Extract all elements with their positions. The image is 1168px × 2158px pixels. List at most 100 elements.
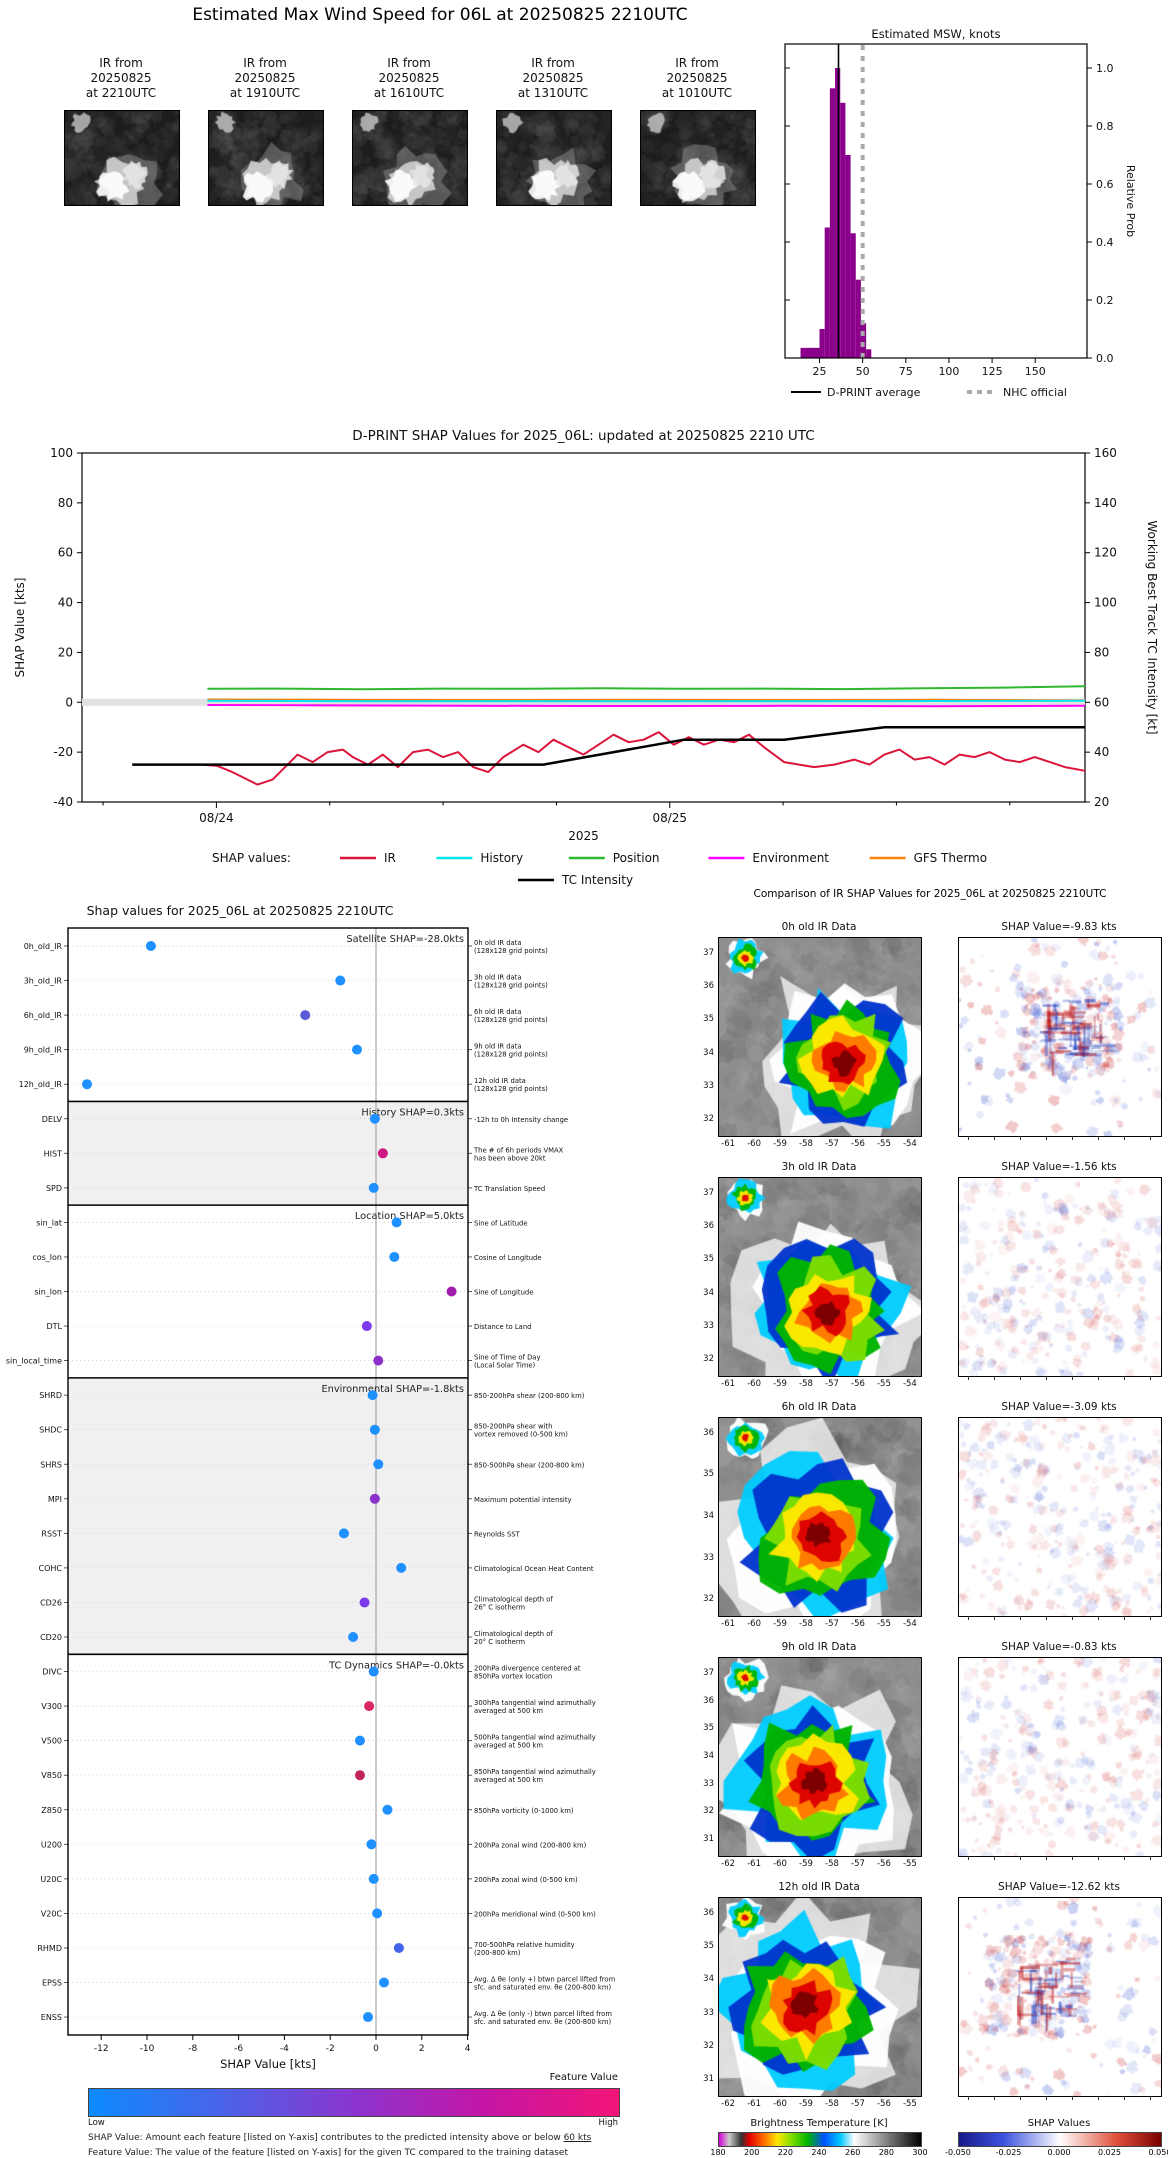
histogram-bar	[861, 323, 866, 358]
scatter-title: Shap values for 2025_06L at 20250825 221…	[87, 903, 394, 918]
shap-map-tick	[994, 1136, 995, 1140]
shap-map-tick	[1124, 1616, 1125, 1620]
y-tick-label-right: 120	[1094, 546, 1117, 560]
ir-map-xtick: -58	[819, 2099, 845, 2109]
feature-description: 9h old IR data	[474, 1043, 522, 1051]
comparison-title: Comparison of IR SHAP Values for 2025_06…	[700, 888, 1160, 900]
legend-label-dprint: D-PRINT average	[827, 386, 921, 399]
feature-name-label: sin_local_time	[6, 1357, 62, 1366]
feature-description: (128x128 grid points)	[474, 947, 548, 955]
feature-description: 200hPa zonal wind (0-500 km)	[474, 1876, 578, 1884]
ir-map-ytick: 32	[694, 1806, 714, 1816]
y-tick-label-right: 160	[1094, 446, 1117, 460]
feature-name-label: DIVC	[42, 1668, 62, 1677]
x-tick-label: 150	[1025, 365, 1046, 378]
ir-data-map	[718, 1897, 922, 2097]
shap-map-tick	[1020, 1376, 1021, 1380]
ir-thumbnail-image	[496, 110, 612, 206]
histogram-bar	[820, 329, 825, 358]
group-band	[68, 1378, 468, 1654]
legend-label-nhc: NHC official	[1003, 386, 1067, 399]
series-position	[207, 686, 1085, 689]
y-tick-label-left: -20	[53, 745, 73, 759]
group-shap-annotation: Location SHAP=5.0kts	[355, 1211, 464, 1222]
feature-description: 850-500hPa shear (200-800 km)	[474, 1461, 585, 1469]
ir-map-ytick: 35	[694, 1723, 714, 1733]
feature-description: Sine of Latitude	[474, 1219, 528, 1227]
feature-name-label: SHRD	[39, 1391, 62, 1400]
feature-description: Climatological Ocean Heat Content	[474, 1565, 594, 1573]
shap-map-tick	[968, 1856, 969, 1860]
x-tick-label: -8	[188, 2044, 197, 2054]
shap-dot-U200	[366, 1839, 376, 1849]
bt-colorbar-tick-label: 240	[805, 2148, 833, 2157]
feature-description: The # of 6h periods VMAX	[473, 1146, 564, 1154]
y-tick-label-left: 0	[65, 695, 73, 709]
ir-map-xtick: -54	[897, 1139, 923, 1149]
shap-map-tick	[1150, 2096, 1151, 2100]
feature-description: Avg. Δ θe (only -) btwn parcel lifted fr…	[474, 2010, 612, 2018]
x-tick-label: 08/24	[199, 811, 234, 825]
ir-map-title: 9h old IR Data	[718, 1641, 920, 1653]
x-tick-label: 125	[982, 365, 1003, 378]
shap-values-map	[958, 1177, 1162, 1377]
feature-name-label: V300	[41, 1702, 62, 1711]
feature-description: averaged at 500 km	[474, 1776, 543, 1784]
feature-description: 3h old IR data	[474, 974, 522, 982]
ir-map-xtick: -60	[767, 1859, 793, 1869]
ir-map-ytick: 35	[694, 1254, 714, 1264]
ir-thumbnail-label-line: 20250825	[496, 71, 610, 86]
ir-map-ytick: 32	[694, 1354, 714, 1364]
ir-map-xtick: -61	[715, 1139, 741, 1149]
legend-label: Environment	[752, 851, 829, 865]
legend-label: GFS Thermo	[914, 851, 988, 865]
feature-description: 12h old IR data	[474, 1077, 526, 1085]
shap-map-tick	[1150, 1856, 1151, 1860]
y-tick-label: 0.2	[1096, 294, 1114, 307]
feature-name-label: 12h_old_IR	[19, 1080, 63, 1089]
shap-dot-RSST	[339, 1528, 349, 1538]
ir-map-xtick: -56	[845, 1619, 871, 1629]
ir-map-xtick: -58	[793, 1379, 819, 1389]
shap-values-map	[958, 937, 1162, 1137]
feature-description: Cosine of Longitude	[474, 1254, 542, 1262]
shap-map-tick	[994, 2096, 995, 2100]
shap-dot-sin_lat	[392, 1217, 402, 1227]
bt-colorbar-tick-label: 280	[872, 2148, 900, 2157]
y-tick-label-left: -40	[53, 795, 73, 809]
legend-label-tc-intensity: TC Intensity	[561, 873, 633, 887]
feature-description: Maximum potential intensity	[474, 1496, 572, 1504]
x-tick-label: -12	[94, 2044, 109, 2054]
ir-map-ytick: 32	[694, 1114, 714, 1124]
shap-colorbar-tick-label: -0.050	[939, 2148, 977, 2157]
shap-map-tick	[1098, 1136, 1099, 1140]
ir-thumbnail-label: IR from 20250825 at 1610UTC	[352, 56, 466, 101]
feature-description: 850hPa vorticity (0-1000 km)	[474, 1807, 574, 1815]
figure-canvas: Estimated Max Wind Speed for 06L at 2025…	[0, 0, 1168, 2158]
left-axis-label: SHAP Value [kts]	[13, 578, 27, 678]
feature-name-label: RSST	[41, 1529, 62, 1538]
ir-map-xtick: -60	[767, 2099, 793, 2109]
feature-description: sfc. and saturated env. θe (200-800 km)	[474, 1984, 611, 1992]
feature-description: has been above 20kt	[474, 1154, 546, 1162]
shap-dot-sin_lon	[447, 1287, 457, 1297]
ir-map-ytick: 33	[694, 2008, 714, 2018]
feature-description: averaged at 500 km	[474, 1707, 543, 1715]
shap-map-title: SHAP Value=-1.56 kts	[958, 1161, 1160, 1173]
shap-dot-V850	[355, 1770, 365, 1780]
x-axis-label: 2025	[568, 829, 599, 843]
shap-dot-3h_old_IR	[335, 976, 345, 986]
ir-map-ytick: 31	[694, 2074, 714, 2084]
y-tick-label-right: 100	[1094, 596, 1117, 610]
ir-thumbnail-label-line: IR from	[496, 56, 610, 71]
ir-thumbnail-label-line: 20250825	[64, 71, 178, 86]
y-tick-label-right: 20	[1094, 795, 1109, 809]
shap-feature-scatter: Shap values for 2025_06L at 20250825 221…	[0, 890, 705, 2086]
shap-map-tick	[994, 1856, 995, 1860]
ir-map-ytick: 34	[694, 1048, 714, 1058]
shap-dot-SPD	[369, 1183, 379, 1193]
ir-map-xtick: -57	[819, 1139, 845, 1149]
histogram-title: Estimated MSW, knots	[871, 28, 1000, 41]
ir-thumbnail-label: IR from 20250825 at 1010UTC	[640, 56, 754, 101]
histogram-bar	[856, 280, 861, 358]
